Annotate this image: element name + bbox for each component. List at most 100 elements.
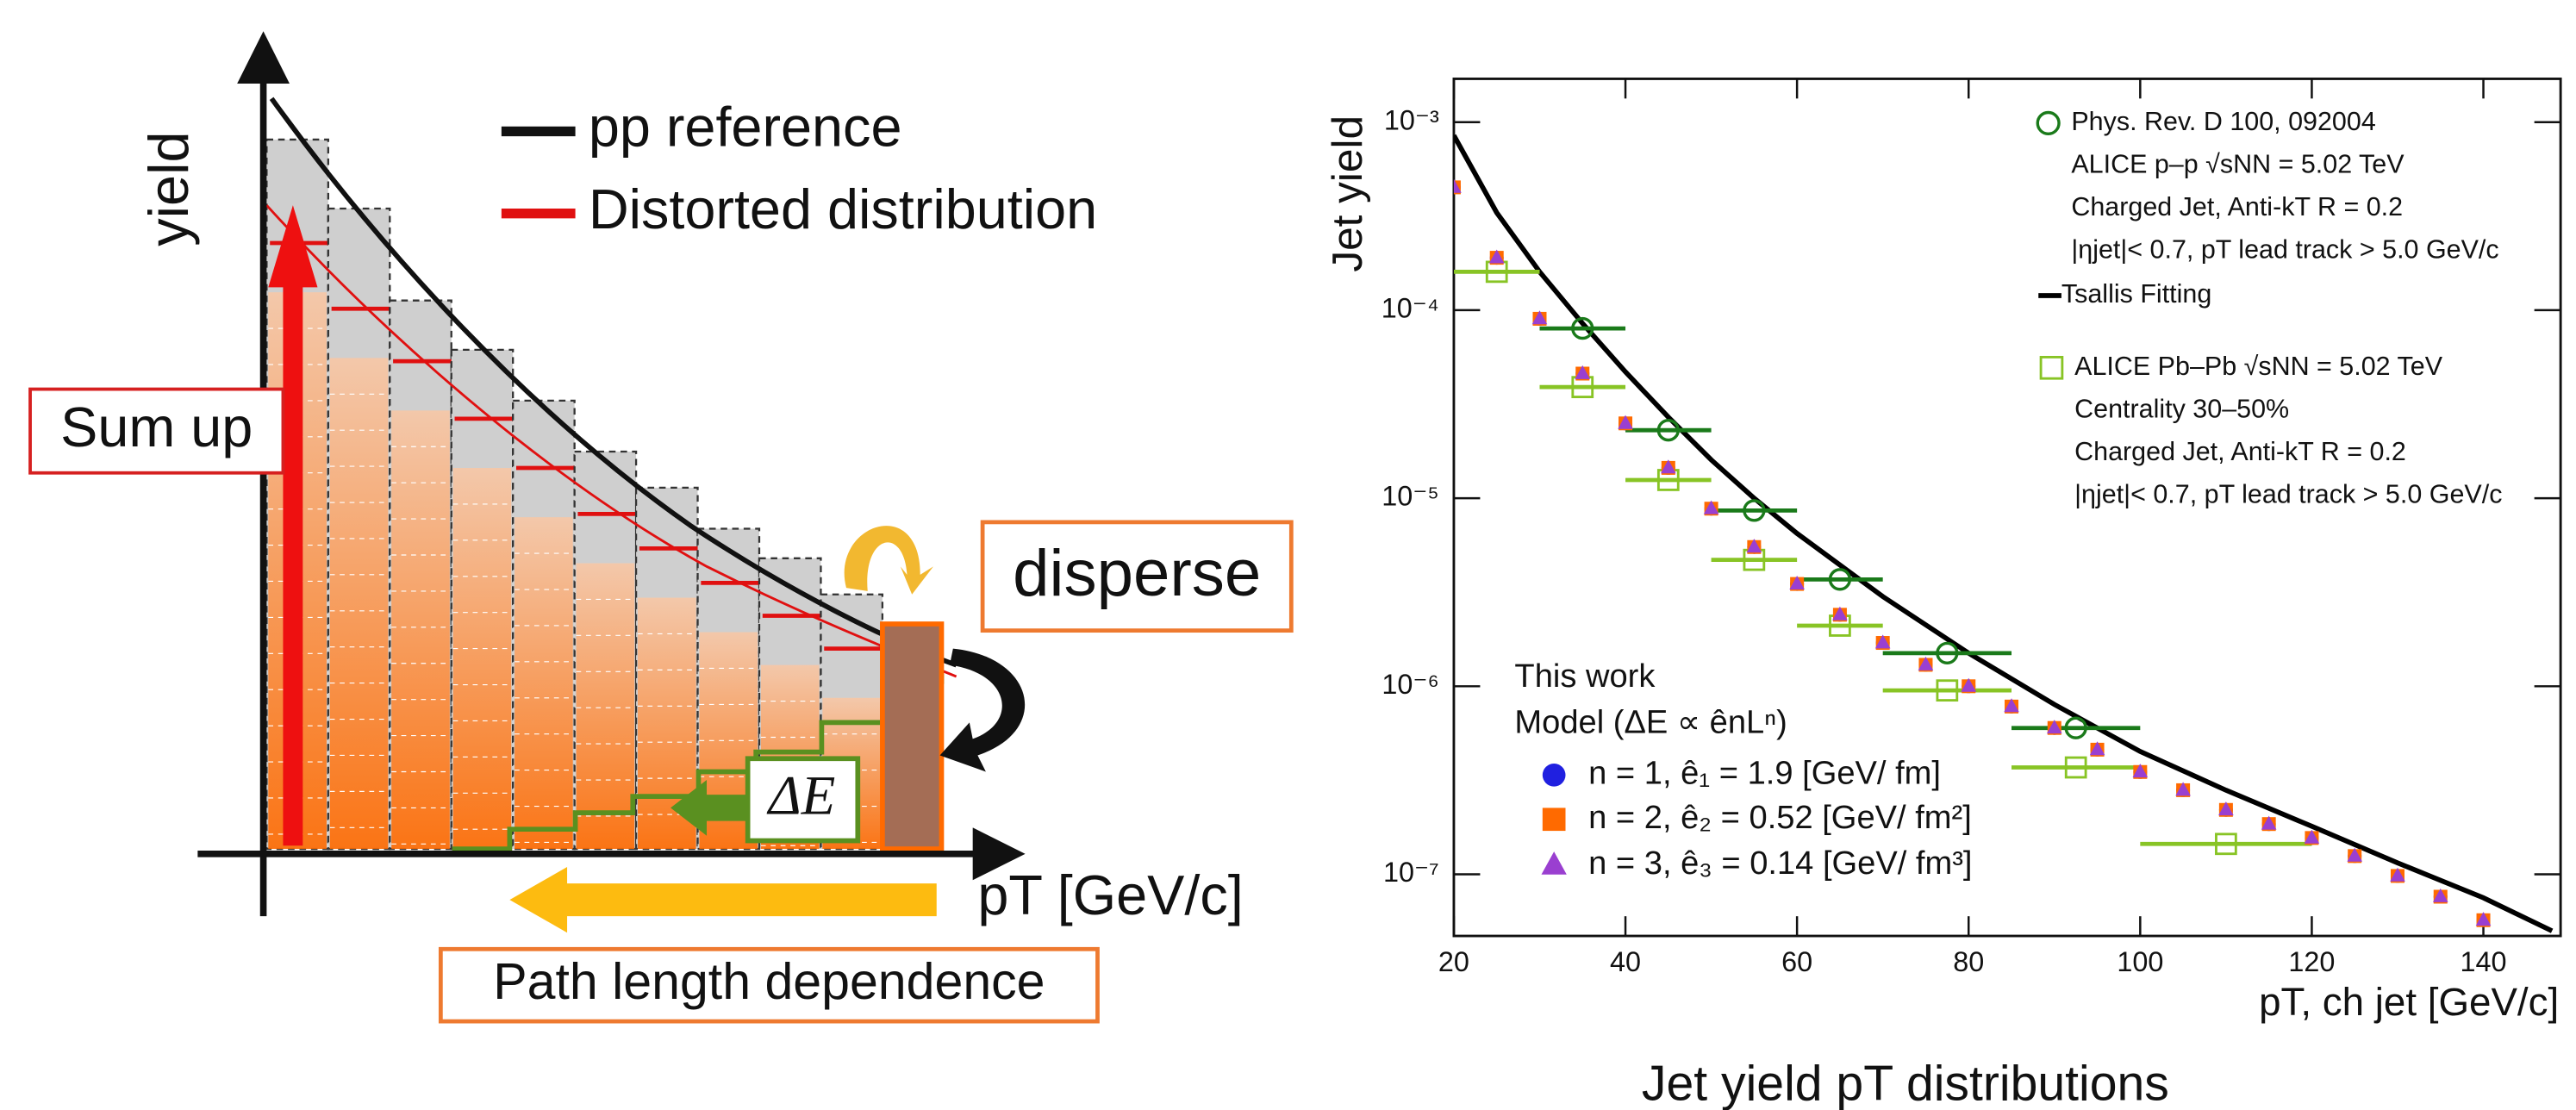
y-tick-label: 10⁻⁴ (1382, 292, 1439, 323)
distorted-bin (329, 358, 389, 850)
marker (2064, 716, 2087, 739)
caption: Jet yield pT distributions (1642, 1056, 2169, 1110)
y-tick-label: 10⁻⁵ (1382, 481, 1439, 512)
legend-note: |ηjet|< 0.7, pT lead track > 5.0 GeV/c (2074, 479, 2502, 508)
marker (1571, 316, 1594, 340)
marker (1618, 415, 1633, 429)
marker (1918, 656, 1934, 670)
x-axis-title: pT, ch jet [GeV/c] (2259, 980, 2559, 1024)
legend-note: |ηjet|< 0.7, pT lead track > 5.0 GeV/c (2071, 235, 2498, 265)
marker (1542, 763, 1566, 787)
x-tick-label: 120 (2288, 946, 2335, 977)
marker (2036, 110, 2061, 135)
marker (1703, 500, 1719, 514)
marker (1743, 499, 1766, 522)
path-arrow (509, 867, 937, 933)
x-tick-label: 100 (2117, 946, 2163, 977)
marker (2218, 801, 2234, 816)
distorted-bin (391, 410, 450, 850)
marker (1542, 808, 1566, 832)
y-tick-label: 10⁻⁷ (1383, 857, 1439, 888)
y-axis-title: Jet yield (1324, 115, 1371, 272)
sum-box (28, 387, 285, 475)
x-tick-label: 40 (1610, 946, 1641, 977)
marker (1746, 539, 1762, 553)
y-label: yield (137, 132, 200, 246)
marker (2046, 720, 2062, 734)
legend-note: Charged Jet, Anti-kT R = 0.2 (2071, 192, 2403, 221)
legend-text: Tsallis Fitting (2061, 279, 2211, 309)
path-text: Path length dependence (493, 953, 1045, 1010)
legend-text: Distorted distribution (589, 178, 1097, 240)
marker (1936, 641, 1959, 665)
marker (1874, 634, 1891, 649)
legend-text: ALICE Pb–Pb √sNN = 5.02 TeV (2074, 352, 2443, 381)
disperse-text: disperse (1013, 537, 1261, 610)
marker (2089, 741, 2105, 756)
y-tick-label: 10⁻³ (1384, 104, 1439, 135)
plot-frame (1452, 78, 2562, 938)
legend-note: Charged Jet, Anti-kT R = 0.2 (2074, 437, 2406, 466)
marker (1832, 606, 1848, 620)
chart: 20 40 60 80 100 120 140 10⁻⁷ 10⁻⁶ 10⁻⁵ 10⁻⁴ 10⁻³ Ts… (1324, 78, 2562, 1110)
disperse-box (980, 520, 1294, 633)
distorted-bin (452, 468, 512, 850)
marker (2432, 888, 2448, 902)
disperse-arrow (939, 648, 1026, 772)
marker (2215, 832, 2237, 856)
marker (1961, 677, 1977, 692)
sum-arrow (268, 205, 318, 846)
legend-text: n = 3, ê₃ = 0.14 [GeV/ fm³] (1588, 845, 1972, 882)
path-box (438, 946, 1100, 1024)
marker (1661, 459, 1676, 474)
distorted-bin (515, 517, 573, 850)
legend: Tsallis Fitting Phys. Rev. D 100, 092004 A… (1514, 107, 2502, 882)
pp-curve (269, 97, 957, 668)
marker (1453, 178, 1462, 193)
plot-area (1453, 134, 2554, 933)
legend-text: Phys. Rev. D 100, 092004 (2071, 107, 2375, 136)
marker (1541, 851, 1567, 875)
legend-title: Model (ΔE ∝ ênLⁿ) (1514, 704, 1787, 740)
x-tick-label: 20 (1438, 946, 1469, 977)
x-tick-label: 140 (2461, 946, 2507, 977)
marker (2132, 764, 2149, 778)
dispersed-bin (880, 621, 945, 851)
marker (1936, 679, 1959, 702)
marker (1531, 310, 1548, 325)
marker (1828, 568, 1852, 591)
histogram (265, 138, 884, 851)
marker (2175, 782, 2191, 796)
marker (1789, 575, 1805, 589)
legend-text: n = 1, ê₁ = 1.9 [GeV/ fm] (1588, 755, 1941, 791)
marker (2304, 829, 2320, 844)
x-tick-label: 60 (1781, 946, 1812, 977)
marker (1656, 419, 1680, 442)
delta-e-arrow (671, 780, 753, 836)
legend-text: pp reference (589, 96, 902, 159)
x-tick-label: 80 (1953, 946, 1984, 977)
legend-text: n = 2, ê₂ = 0.52 [GeV/ fm²] (1588, 800, 1972, 836)
delta-e-text: ΔE (766, 765, 836, 827)
fit-line (1453, 134, 2554, 933)
legend-note: ALICE p–p √sNN = 5.02 TeV (2071, 149, 2404, 178)
marker (2004, 698, 2019, 713)
schematic: yield pp reference Distorted distributio… (28, 31, 1294, 1024)
delta-e-box (745, 756, 861, 844)
marker (2261, 815, 2277, 830)
legend-note: Centrality 30–50% (2074, 394, 2289, 423)
marker (2039, 355, 2064, 380)
y-tick-label: 10⁻⁶ (1382, 669, 1438, 700)
marker (2475, 912, 2492, 926)
shift-arrow (844, 526, 933, 595)
distorted-bin (576, 563, 635, 850)
marker (1575, 365, 1591, 379)
marker (1488, 249, 1505, 264)
marker (2390, 867, 2405, 882)
distorted-curve (265, 204, 957, 678)
x-label: pT [GeV/c] (977, 864, 1243, 926)
marker (2064, 756, 2087, 779)
legend-title: This work (1514, 658, 1656, 695)
sum-text: Sum up (60, 396, 253, 458)
